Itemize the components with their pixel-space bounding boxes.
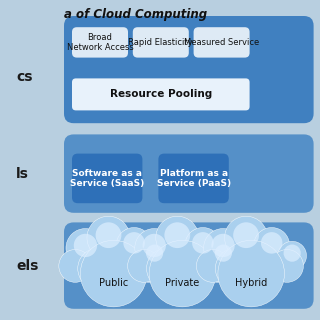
FancyBboxPatch shape bbox=[64, 134, 314, 213]
Text: cs: cs bbox=[16, 70, 33, 84]
Text: Rapid Elasticity: Rapid Elasticity bbox=[129, 38, 193, 47]
FancyBboxPatch shape bbox=[64, 222, 314, 309]
FancyBboxPatch shape bbox=[64, 16, 314, 123]
FancyBboxPatch shape bbox=[158, 154, 229, 203]
FancyBboxPatch shape bbox=[72, 78, 250, 110]
Text: Broad
Network Access: Broad Network Access bbox=[67, 33, 133, 52]
FancyBboxPatch shape bbox=[72, 27, 128, 58]
Text: Hybrid: Hybrid bbox=[235, 278, 267, 288]
Text: els: els bbox=[16, 259, 38, 273]
FancyBboxPatch shape bbox=[194, 27, 250, 58]
Text: Private: Private bbox=[165, 278, 200, 288]
Text: Platform as a
Service (PaaS): Platform as a Service (PaaS) bbox=[156, 169, 231, 188]
Text: ls: ls bbox=[16, 167, 29, 181]
FancyBboxPatch shape bbox=[72, 154, 142, 203]
FancyBboxPatch shape bbox=[133, 27, 189, 58]
Text: a of Cloud Computing: a of Cloud Computing bbox=[64, 8, 207, 21]
Text: Resource Pooling: Resource Pooling bbox=[110, 89, 212, 100]
Text: Public: Public bbox=[99, 278, 128, 288]
Text: Software as a
Service (SaaS): Software as a Service (SaaS) bbox=[70, 169, 144, 188]
Text: Measured Service: Measured Service bbox=[184, 38, 259, 47]
